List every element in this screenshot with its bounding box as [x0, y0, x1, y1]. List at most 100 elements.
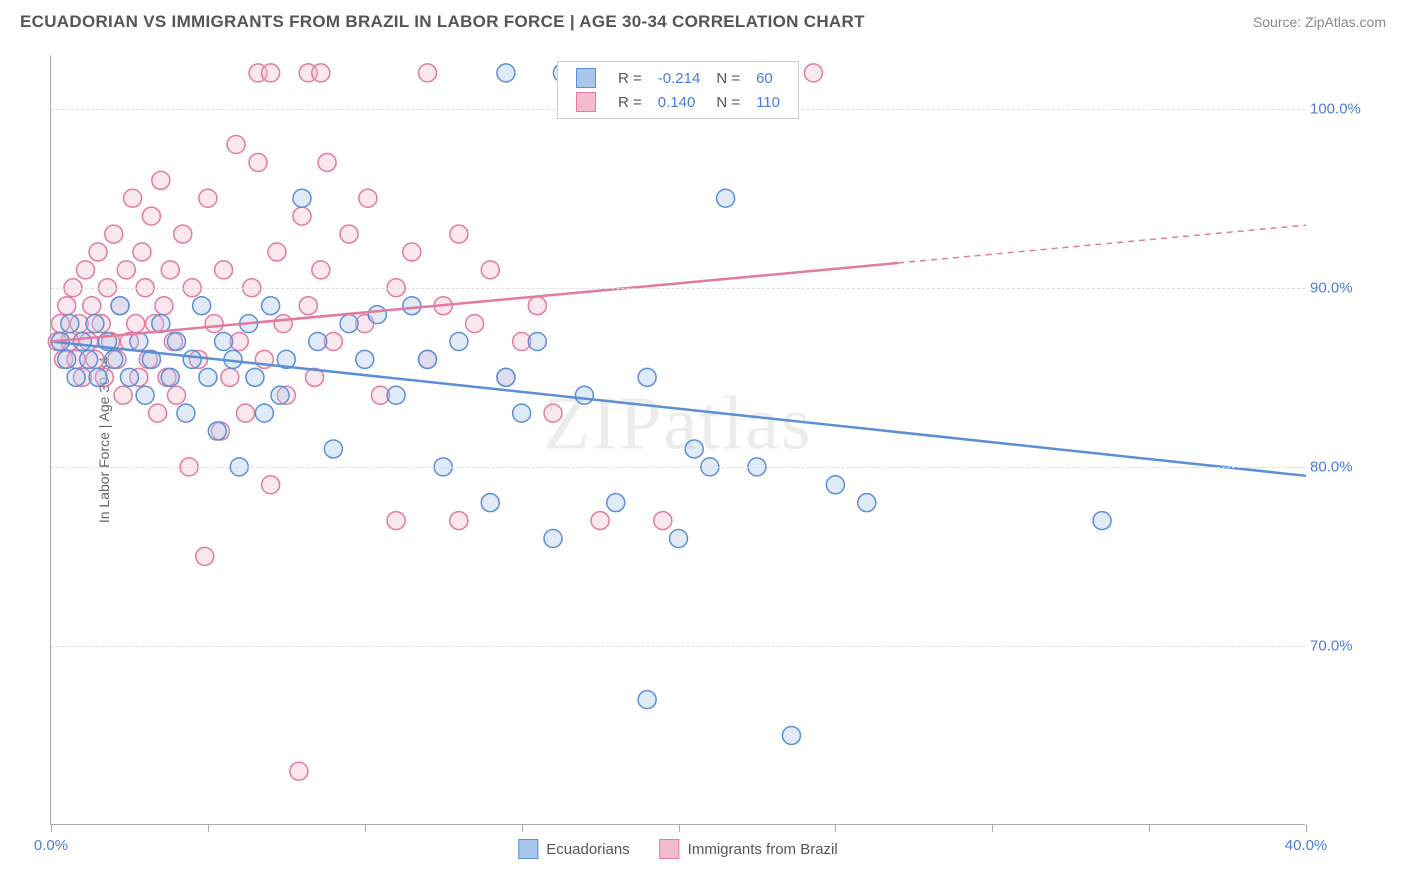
data-point [419, 64, 437, 82]
data-point [481, 494, 499, 512]
data-point [199, 368, 217, 386]
correlation-legend: R =-0.214 N =60 R =0.140 N =110 [557, 61, 799, 119]
trend-line-dashed [898, 225, 1306, 263]
data-point [299, 297, 317, 315]
data-point [130, 333, 148, 351]
data-point [152, 171, 170, 189]
data-point [199, 189, 217, 207]
data-point [237, 404, 255, 422]
swatch-icon [576, 92, 596, 112]
data-point [168, 386, 186, 404]
data-point [858, 494, 876, 512]
data-point [356, 350, 374, 368]
data-point [149, 404, 167, 422]
data-point [804, 64, 822, 82]
x-tick-label: 40.0% [1285, 837, 1328, 854]
data-point [89, 243, 107, 261]
data-point [177, 404, 195, 422]
data-point [67, 368, 85, 386]
data-point [450, 225, 468, 243]
scatter-plot-svg [51, 55, 1305, 824]
data-point [782, 726, 800, 744]
y-tick-label: 100.0% [1310, 100, 1380, 117]
y-tick-label: 90.0% [1310, 279, 1380, 296]
data-point [312, 261, 330, 279]
data-point [497, 64, 515, 82]
data-point [368, 306, 386, 324]
data-point [161, 368, 179, 386]
data-point [544, 404, 562, 422]
data-point [670, 529, 688, 547]
data-point [274, 315, 292, 333]
data-point [215, 333, 233, 351]
data-point [174, 225, 192, 243]
legend-row-brazil: R =0.140 N =110 [568, 90, 788, 114]
swatch-icon [660, 839, 680, 859]
data-point [290, 762, 308, 780]
data-point [607, 494, 625, 512]
data-point [127, 315, 145, 333]
data-point [340, 315, 358, 333]
data-point [155, 297, 173, 315]
chart-header: ECUADORIAN VS IMMIGRANTS FROM BRAZIL IN … [0, 0, 1406, 40]
data-point [142, 207, 160, 225]
data-point [205, 315, 223, 333]
y-tick-label: 80.0% [1310, 458, 1380, 475]
data-point [58, 297, 76, 315]
data-point [262, 297, 280, 315]
series-legend: Ecuadorians Immigrants from Brazil [518, 839, 837, 859]
data-point [591, 512, 609, 530]
chart-container: In Labor Force | Age 30-34 ZIPatlas R =-… [50, 55, 1385, 825]
data-point [450, 333, 468, 351]
data-point [193, 297, 211, 315]
legend-row-ecuadorians: R =-0.214 N =60 [568, 66, 788, 90]
data-point [161, 261, 179, 279]
data-point [450, 512, 468, 530]
data-point [717, 189, 735, 207]
data-point [58, 350, 76, 368]
data-point [133, 243, 151, 261]
data-point [318, 153, 336, 171]
data-point [685, 440, 703, 458]
data-point [196, 547, 214, 565]
chart-title: ECUADORIAN VS IMMIGRANTS FROM BRAZIL IN … [20, 12, 865, 32]
data-point [262, 64, 280, 82]
data-point [513, 404, 531, 422]
data-point [215, 261, 233, 279]
data-point [262, 476, 280, 494]
data-point [575, 386, 593, 404]
data-point [403, 243, 421, 261]
data-point [293, 189, 311, 207]
data-point [528, 297, 546, 315]
legend-item-ecuadorians: Ecuadorians [518, 839, 629, 859]
data-point [1093, 512, 1111, 530]
data-point [73, 333, 91, 351]
legend-item-brazil: Immigrants from Brazil [660, 839, 838, 859]
data-point [387, 512, 405, 530]
data-point [77, 261, 95, 279]
data-point [466, 315, 484, 333]
swatch-icon [576, 68, 596, 88]
data-point [61, 315, 79, 333]
data-point [528, 333, 546, 351]
data-point [221, 368, 239, 386]
data-point [826, 476, 844, 494]
data-point [324, 440, 342, 458]
data-point [114, 386, 132, 404]
data-point [105, 350, 123, 368]
data-point [340, 225, 358, 243]
data-point [124, 189, 142, 207]
data-point [208, 422, 226, 440]
data-point [544, 529, 562, 547]
data-point [497, 368, 515, 386]
y-tick-label: 70.0% [1310, 637, 1380, 654]
data-point [309, 333, 327, 351]
data-point [268, 243, 286, 261]
data-point [227, 136, 245, 154]
swatch-icon [518, 839, 538, 859]
data-point [80, 350, 98, 368]
data-point [89, 368, 107, 386]
data-point [83, 297, 101, 315]
data-point [419, 350, 437, 368]
data-point [271, 386, 289, 404]
